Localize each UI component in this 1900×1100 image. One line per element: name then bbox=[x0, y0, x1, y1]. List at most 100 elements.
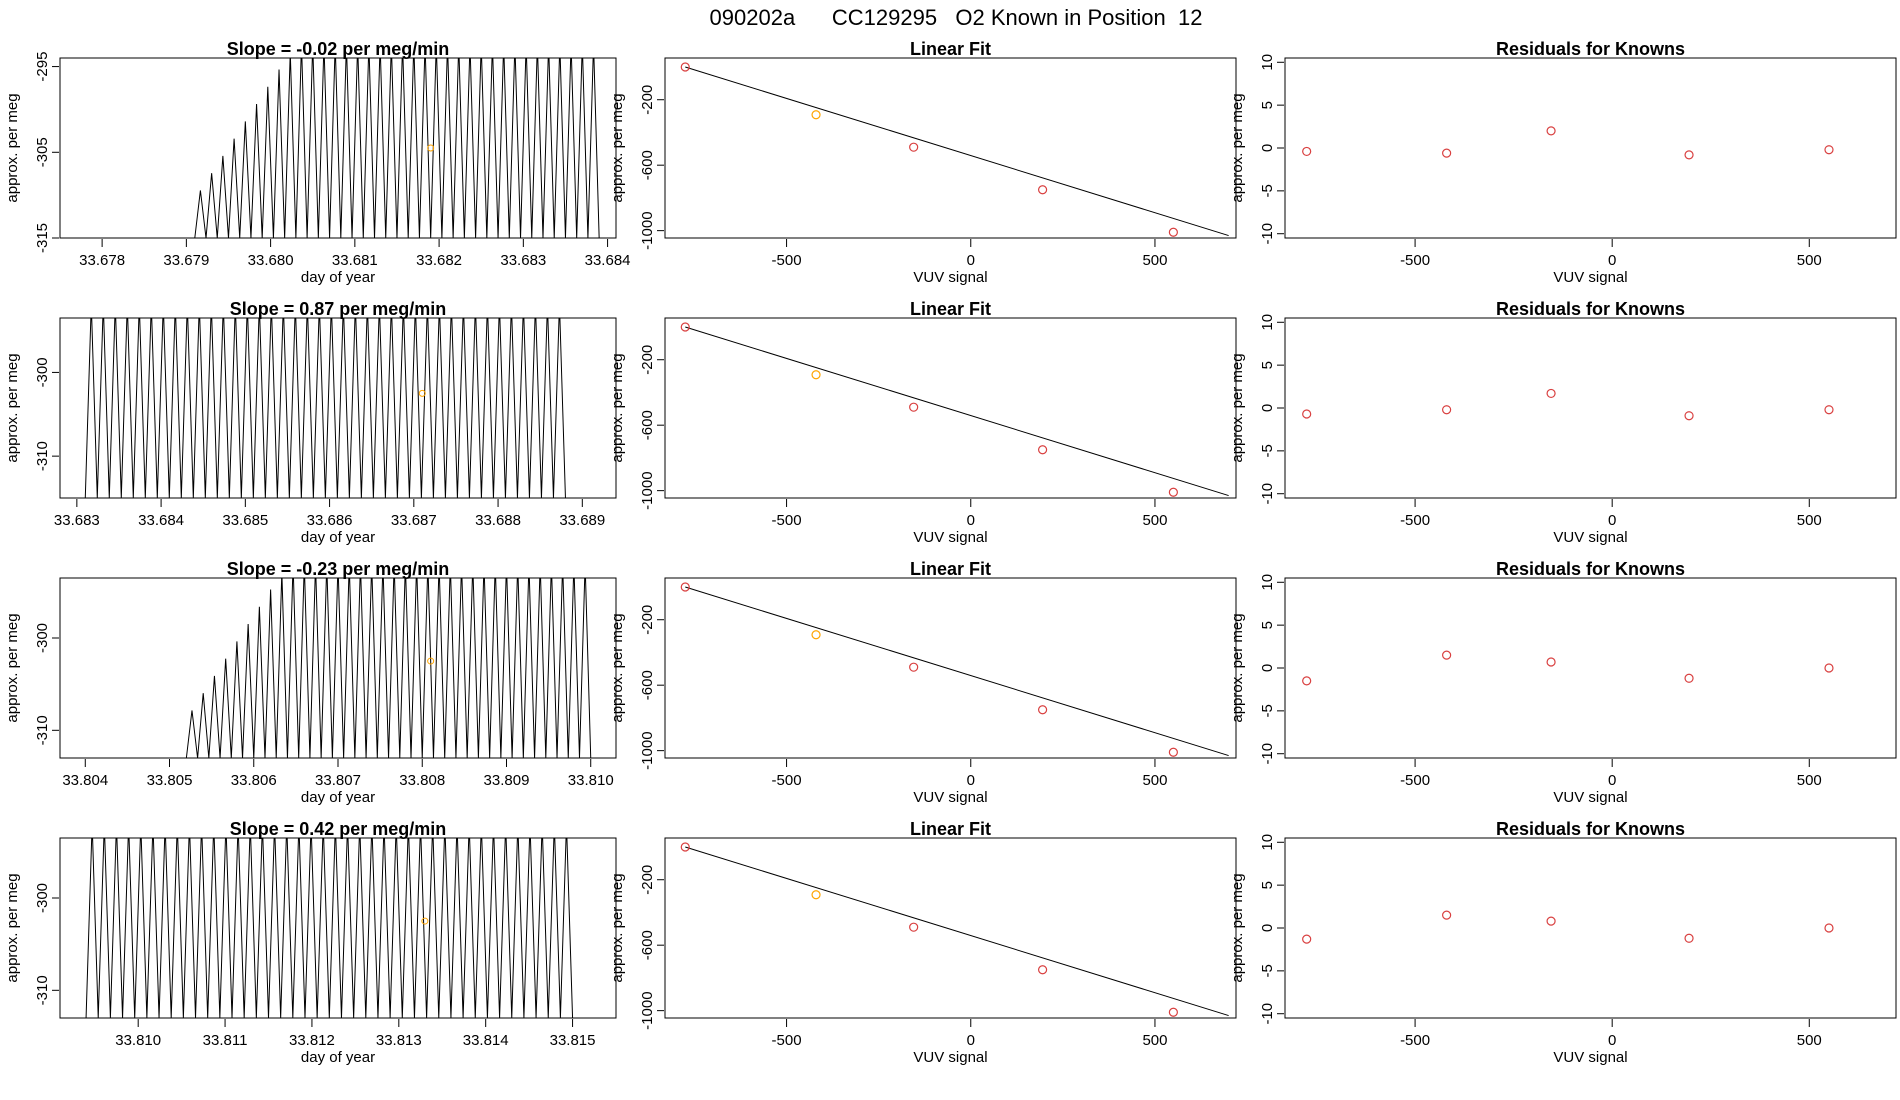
y-tick-label: -315 bbox=[34, 223, 51, 253]
residual-point bbox=[1684, 411, 1694, 421]
fit-point bbox=[680, 62, 690, 72]
panel-resid-0: Residuals for Knowns -500 0 500 -10 -5 0 5 10 VUV… bbox=[1229, 39, 1897, 286]
plot-area bbox=[1302, 388, 1834, 421]
x-tick-label: 500 bbox=[1797, 1032, 1822, 1049]
x-tick-label: 33.688 bbox=[475, 512, 521, 529]
y-tick-label: -295 bbox=[34, 52, 51, 82]
fit-line bbox=[685, 846, 1229, 1017]
y-tick-label: -200 bbox=[639, 85, 656, 115]
y-tick-label: -310 bbox=[34, 441, 51, 471]
x-tick-label: 0 bbox=[967, 252, 975, 269]
panel-resid-2: Residuals for Knowns -500 0 500 -10 -5 0 5 10 VUV… bbox=[1229, 559, 1897, 806]
plot-area bbox=[1302, 650, 1834, 686]
y-tick-label: -300 bbox=[34, 623, 51, 653]
x-tick-label: 33.807 bbox=[315, 772, 361, 789]
x-tick-label: -500 bbox=[772, 512, 802, 529]
fit-point bbox=[811, 370, 821, 380]
y-tick-label: -300 bbox=[34, 357, 51, 387]
x-tick-label: 33.682 bbox=[416, 252, 462, 269]
plot-frame bbox=[59, 57, 617, 239]
fit-point bbox=[1037, 445, 1048, 455]
x-tick-label: 33.810 bbox=[568, 772, 614, 789]
x-tick-label: -500 bbox=[772, 1032, 802, 1049]
plot-area bbox=[60, 578, 592, 758]
plot-frame bbox=[1284, 57, 1897, 239]
x-tick-label: 0 bbox=[1608, 512, 1616, 529]
plot-area bbox=[60, 838, 574, 1018]
y-tick-label: -600 bbox=[639, 150, 656, 180]
y-tick-label: 10 bbox=[1259, 54, 1276, 71]
y-tick-label: -305 bbox=[34, 137, 51, 167]
plot-frame bbox=[59, 317, 617, 499]
x-tick-label: -500 bbox=[772, 772, 802, 789]
x-axis-label: VUV signal bbox=[1553, 1049, 1627, 1066]
y-tick-label: 10 bbox=[1259, 834, 1276, 851]
y-tick-label: 0 bbox=[1259, 924, 1276, 932]
plot-area bbox=[60, 58, 600, 238]
residual-point bbox=[1684, 150, 1694, 160]
panel-title: Slope = 0.87 per meg/min bbox=[230, 299, 447, 319]
y-axis-label: approx. per meg bbox=[609, 613, 626, 722]
fit-point bbox=[1168, 227, 1178, 237]
y-tick-label: -200 bbox=[639, 865, 656, 895]
residual-point bbox=[1824, 405, 1834, 415]
y-tick-label: 0 bbox=[1259, 404, 1276, 412]
y-tick-label: -5 bbox=[1259, 184, 1276, 197]
current-point-marker bbox=[427, 657, 435, 665]
x-tick-label: 33.679 bbox=[163, 252, 209, 269]
x-tick-label: 500 bbox=[1142, 252, 1167, 269]
x-tick-label: 33.689 bbox=[559, 512, 605, 529]
x-tick-label: -500 bbox=[772, 252, 802, 269]
x-tick-label: 33.684 bbox=[138, 512, 184, 529]
x-axis-label: VUV signal bbox=[1553, 529, 1627, 546]
x-axis-label: VUV signal bbox=[913, 1049, 987, 1066]
x-tick-label: 33.809 bbox=[484, 772, 530, 789]
y-axis-label: approx. per meg bbox=[4, 93, 21, 202]
y-tick-label: 0 bbox=[1259, 144, 1276, 152]
x-axis-label: day of year bbox=[301, 269, 375, 286]
panel-time-2: Slope = -0.23 per meg/min 33.804 33.805 33.… bbox=[4, 559, 617, 806]
y-tick-label: 5 bbox=[1259, 881, 1276, 889]
residual-point bbox=[1546, 388, 1556, 399]
residual-point bbox=[1302, 676, 1312, 686]
fit-point bbox=[909, 922, 919, 932]
y-axis-label: approx. per meg bbox=[609, 353, 626, 462]
x-axis-label: day of year bbox=[301, 789, 375, 806]
fit-point bbox=[909, 662, 919, 672]
panel-title: Linear Fit bbox=[910, 819, 991, 839]
x-axis-label: day of year bbox=[301, 529, 375, 546]
x-tick-label: 33.815 bbox=[550, 1032, 596, 1049]
y-tick-label: -310 bbox=[34, 975, 51, 1005]
time-series-line bbox=[60, 318, 566, 498]
residual-point bbox=[1442, 650, 1452, 660]
x-tick-label: 33.678 bbox=[79, 252, 125, 269]
x-tick-label: 33.687 bbox=[391, 512, 437, 529]
y-tick-label: -5 bbox=[1259, 964, 1276, 977]
y-tick-label: -300 bbox=[34, 883, 51, 913]
residual-point bbox=[1824, 663, 1834, 673]
y-tick-label: 0 bbox=[1259, 664, 1276, 672]
plot-frame bbox=[664, 837, 1237, 1019]
time-series-line bbox=[60, 58, 600, 238]
plot-area bbox=[680, 842, 1229, 1017]
x-tick-label: 33.684 bbox=[585, 252, 631, 269]
fit-point bbox=[1037, 185, 1048, 195]
x-tick-label: -500 bbox=[1400, 1032, 1430, 1049]
y-axis-label: approx. per meg bbox=[4, 873, 21, 982]
x-tick-label: 33.804 bbox=[62, 772, 108, 789]
y-tick-label: -10 bbox=[1259, 483, 1276, 505]
current-point-marker bbox=[418, 389, 426, 397]
panel-title: Slope = -0.02 per meg/min bbox=[227, 39, 450, 59]
panel-resid-3: Residuals for Knowns -500 0 500 -10 -5 0 5 10 VUV… bbox=[1229, 819, 1897, 1066]
y-axis-label: approx. per meg bbox=[4, 353, 21, 462]
residual-point bbox=[1546, 657, 1556, 667]
x-tick-label: 33.810 bbox=[115, 1032, 161, 1049]
x-tick-label: 33.681 bbox=[332, 252, 378, 269]
plot-frame bbox=[59, 577, 617, 759]
y-tick-label: 5 bbox=[1259, 101, 1276, 109]
x-tick-label: 0 bbox=[967, 772, 975, 789]
x-tick-label: 0 bbox=[1608, 252, 1616, 269]
fit-point bbox=[811, 110, 821, 120]
x-tick-label: 33.812 bbox=[289, 1032, 335, 1049]
